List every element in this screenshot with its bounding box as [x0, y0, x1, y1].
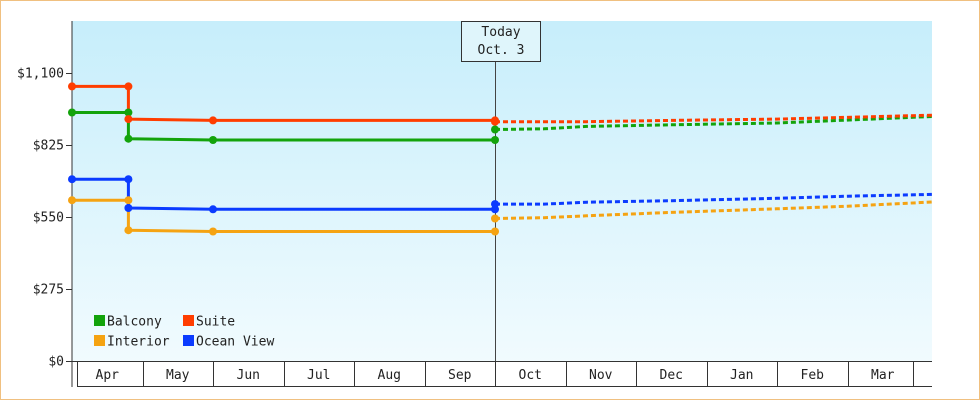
legend-swatch-suite	[183, 315, 194, 326]
series-balcony-point	[491, 136, 499, 144]
plot-background	[72, 21, 932, 361]
series-balcony-point	[124, 108, 133, 117]
series-interior-point	[209, 227, 217, 236]
month-label-aug: Aug	[378, 368, 401, 383]
series-suite-point	[491, 117, 499, 126]
series-interior-forecast-line	[494, 200, 933, 220]
y-tick-label: $275	[33, 283, 64, 298]
legend-swatch-balcony	[94, 315, 105, 326]
series-suite-point	[68, 82, 76, 91]
legend-swatch-ocean-view	[183, 335, 194, 346]
month-label-may: May	[166, 368, 190, 383]
month-label-dec: Dec	[660, 368, 683, 383]
series-ocean-view-point	[124, 204, 133, 212]
month-label-jan: Jan	[730, 368, 753, 383]
month-label-jul: Jul	[307, 368, 330, 383]
series-interior-point	[124, 196, 133, 205]
series-balcony-point	[124, 134, 133, 143]
month-label-nov: Nov	[589, 368, 613, 383]
legend-swatch-interior	[94, 335, 105, 346]
legend-label-ocean-view: Ocean View	[196, 335, 274, 350]
today-callout: Today Oct. 3	[461, 21, 541, 62]
month-label-oct: Oct	[519, 368, 542, 383]
month-label-sep: Sep	[448, 368, 472, 383]
series-ocean-view-point	[68, 175, 76, 184]
legend-label-balcony: Balcony	[107, 315, 162, 330]
series-balcony-point	[68, 108, 76, 117]
month-label-jun: Jun	[237, 368, 260, 383]
today-label: Today	[481, 25, 521, 40]
series-interior-point	[491, 227, 499, 236]
series-ocean-view-forecast-line	[495, 192, 933, 206]
legend-label-suite: Suite	[196, 315, 235, 330]
month-label-mar: Mar	[871, 368, 895, 383]
series-interior-point	[68, 196, 76, 205]
month-label-feb: Feb	[801, 368, 825, 383]
series-ocean-view-point	[491, 200, 499, 209]
series-suite-point	[209, 116, 217, 125]
y-tick-label: $825	[33, 139, 64, 154]
series-ocean-view-point	[124, 175, 133, 184]
series-suite-point	[124, 82, 133, 91]
series-interior-point	[124, 226, 133, 235]
y-tick-label: $550	[33, 211, 64, 226]
series-suite-forecast-line	[495, 113, 933, 124]
series-interior-point	[491, 214, 499, 223]
y-tick-label: $0	[48, 355, 64, 370]
series-balcony-point	[209, 136, 217, 144]
y-tick-label: $1,100	[17, 67, 64, 82]
legend-label-interior: Interior	[107, 335, 170, 350]
series-ocean-view-point	[209, 205, 217, 214]
series-balcony-forecast-line	[494, 115, 933, 131]
today-date: Oct. 3	[477, 43, 525, 58]
series-suite-point	[124, 115, 133, 124]
series-balcony-point	[491, 125, 499, 134]
month-label-apr: Apr	[96, 368, 120, 383]
